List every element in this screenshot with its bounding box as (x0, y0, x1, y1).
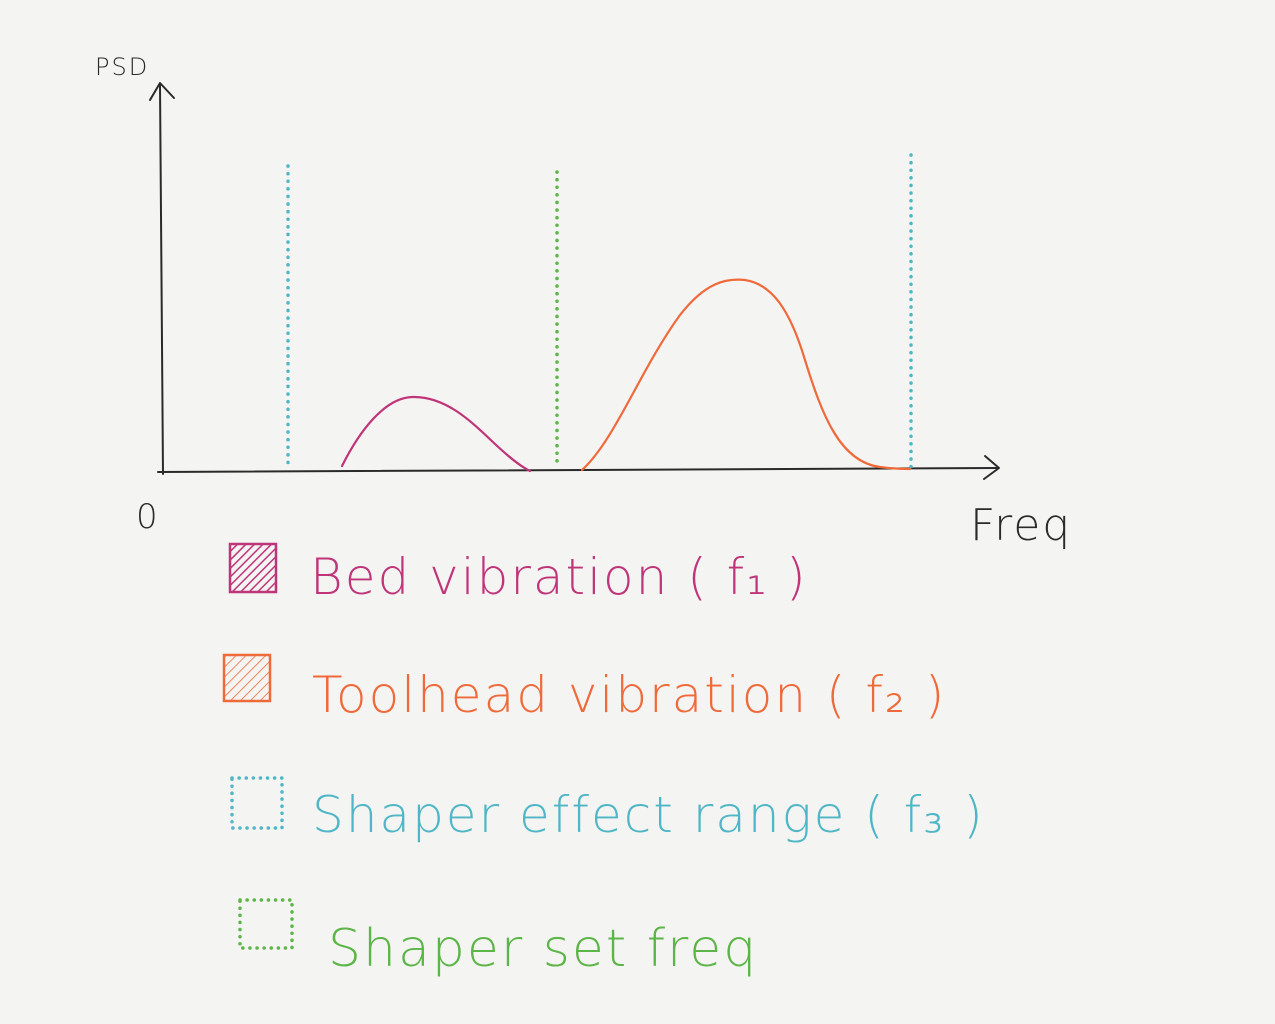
origin-label: 0 (136, 497, 160, 537)
legend-item-toolhead: Toolhead vibration ( f₂ ) (222, 653, 946, 724)
legend-shaper-range-text: Shaper effect range ( f₃ ) (312, 786, 985, 844)
x-axis-arrow (983, 455, 1000, 480)
bed-swatch-icon (228, 542, 278, 594)
legend-toolhead-text: Toolhead vibration ( f₂ ) (312, 666, 946, 724)
y-axis-arrow (149, 82, 175, 101)
toolhead-vibration-curve (580, 278, 912, 472)
vibration-curves (340, 278, 912, 473)
legend-item-shaper-range: Shaper effect range ( f₃ ) (230, 776, 985, 844)
x-axis (157, 467, 998, 473)
legend-item-bed: Bed vibration ( f₁ ) (228, 542, 808, 606)
legend-shaper-set-text: Shaper set freq (328, 919, 758, 979)
y-axis (159, 84, 164, 475)
shaper-range-swatch-icon (230, 776, 284, 830)
shaper-set-swatch-icon (238, 898, 294, 950)
legend-item-shaper-set: Shaper set freq (238, 898, 758, 979)
legend: Bed vibration ( f₁ ) Toolhead vibration … (222, 542, 985, 979)
marker-lines (286, 153, 913, 472)
legend-bed-text: Bed vibration ( f₁ ) (310, 548, 808, 606)
toolhead-swatch-icon (222, 653, 272, 703)
bed-vibration-curve (340, 395, 532, 473)
y-axis-label: PSD (95, 53, 149, 81)
x-axis-label: Freq (970, 500, 1072, 551)
axes: PSD Freq 0 (95, 53, 1072, 551)
